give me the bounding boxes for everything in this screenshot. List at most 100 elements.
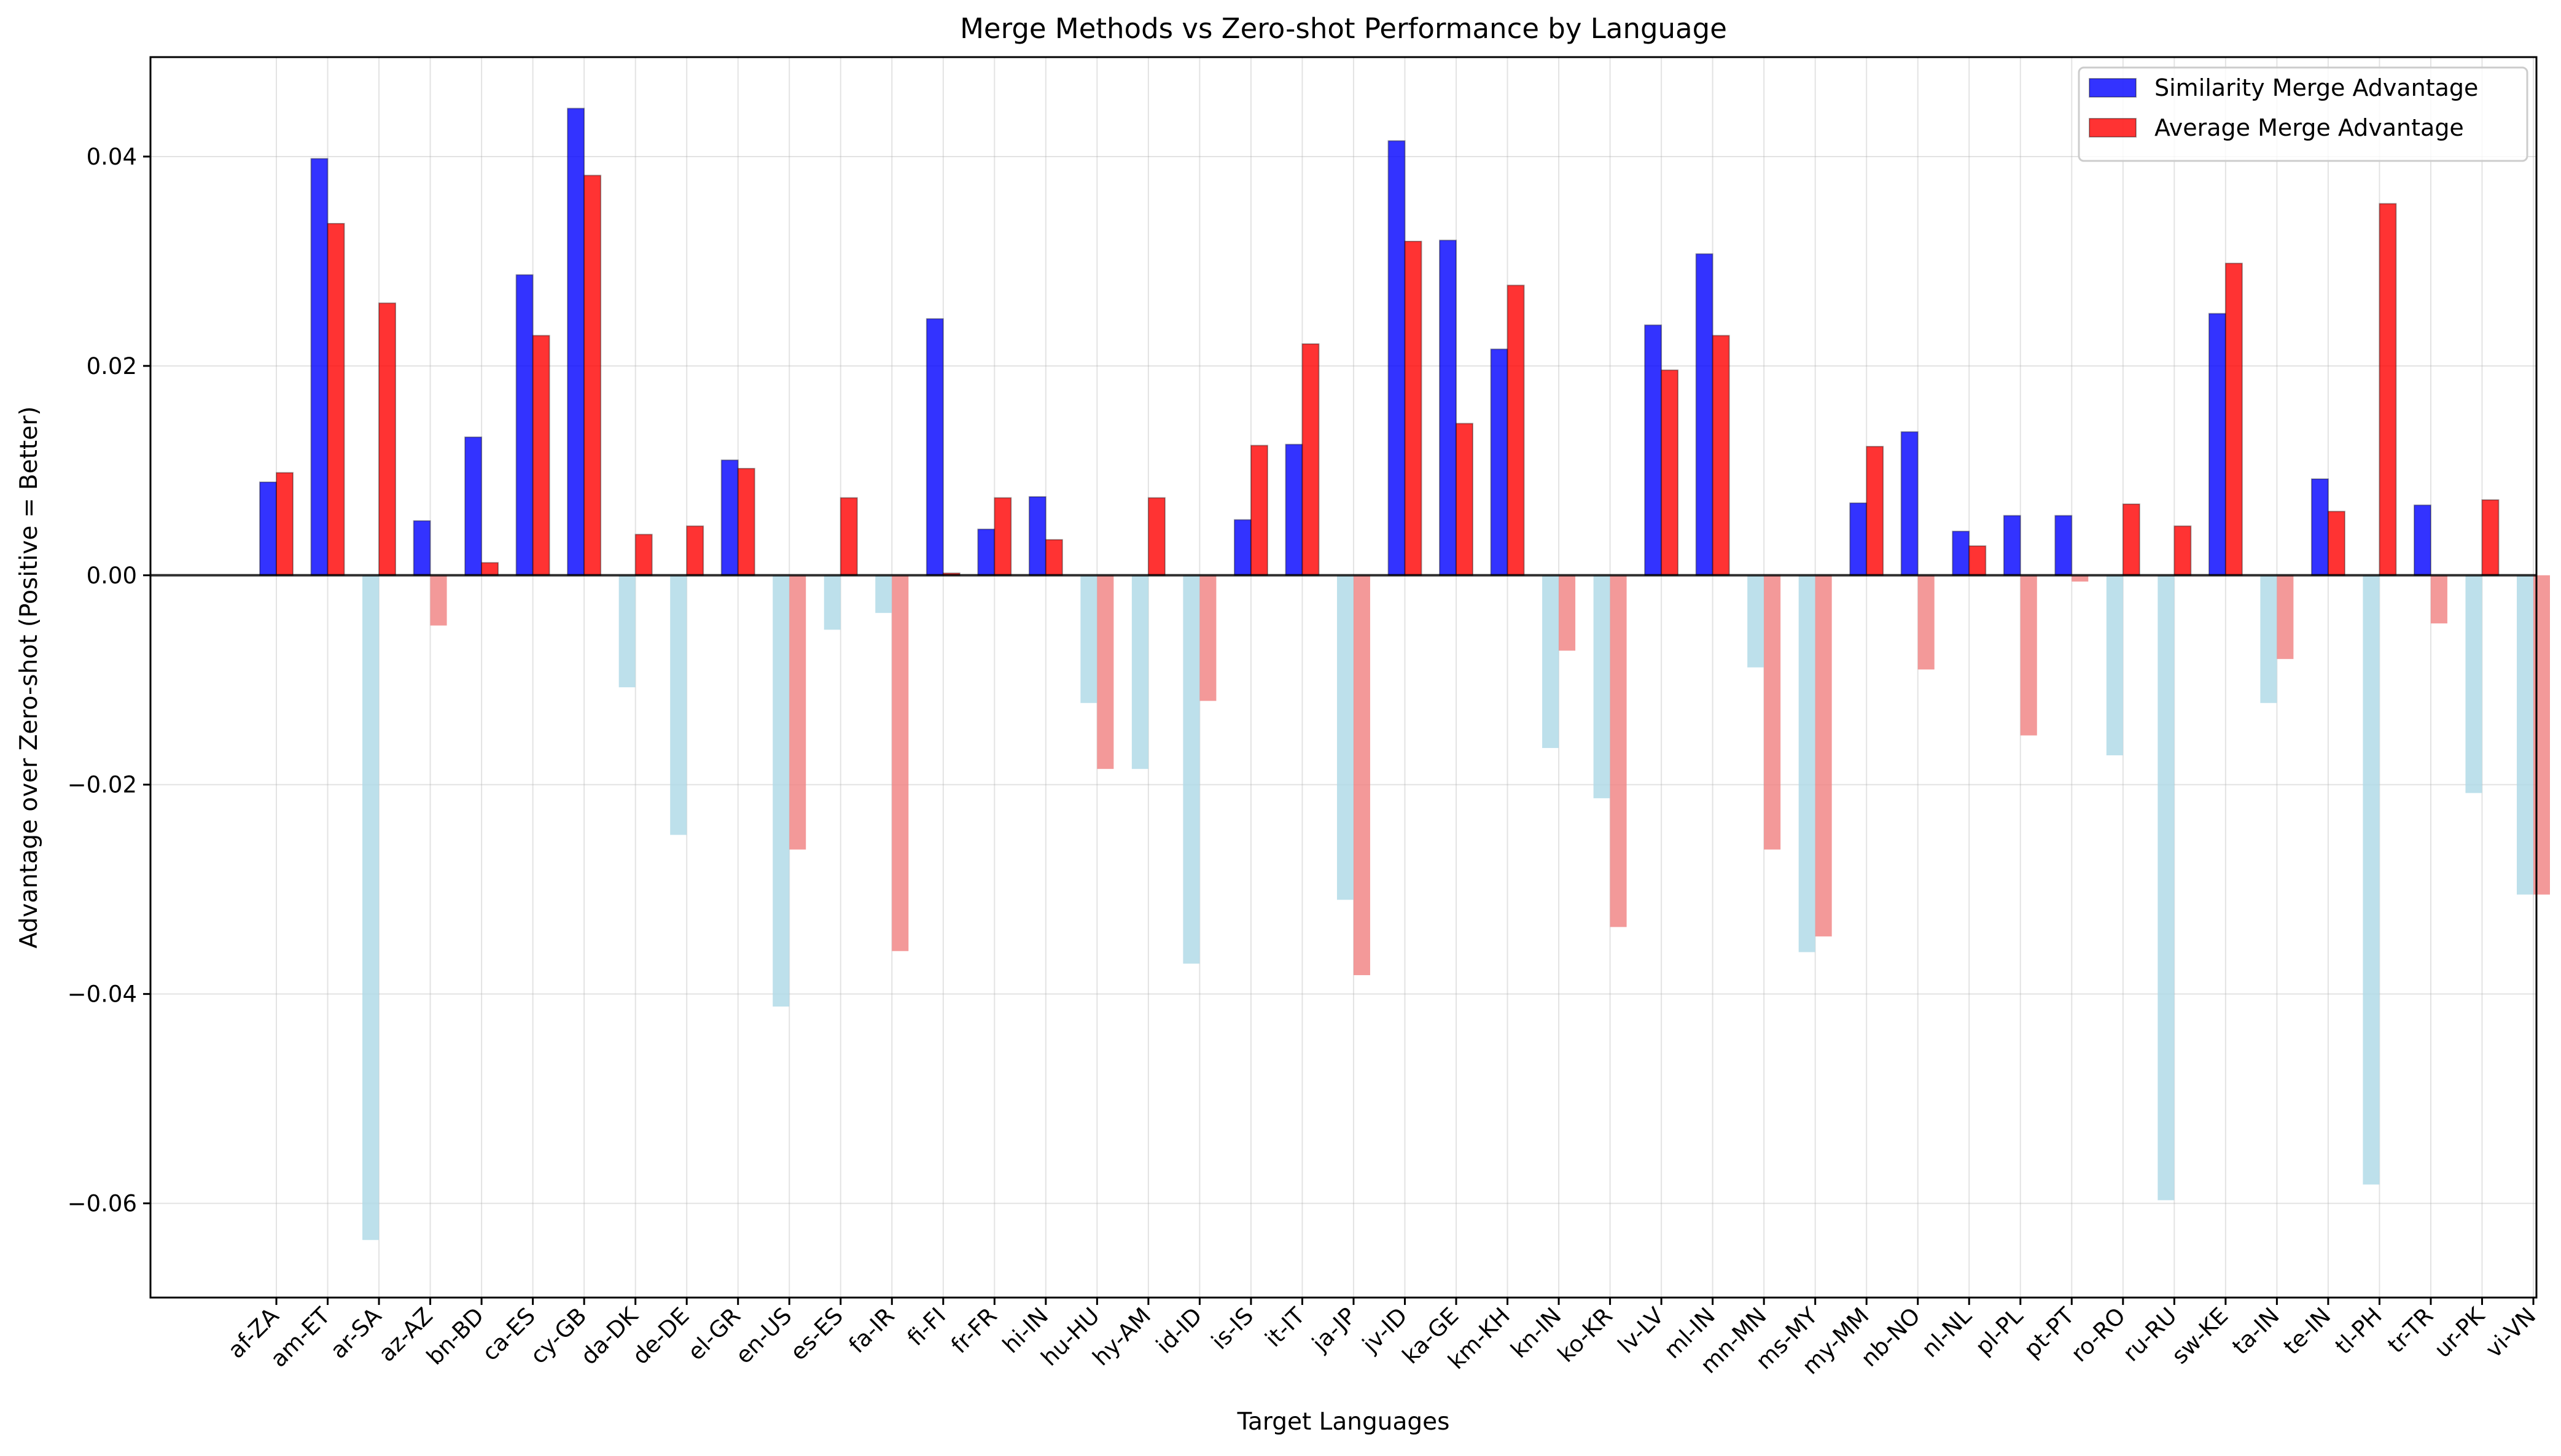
similarity-bar-mn-MN bbox=[1747, 575, 1764, 668]
chart-title: Merge Methods vs Zero-shot Performance b… bbox=[960, 12, 1727, 45]
y-axis-label: Advantage over Zero-shot (Positive = Bet… bbox=[15, 407, 43, 949]
similarity-bar-km-KH bbox=[1490, 348, 1508, 576]
average-bar-tl-PH bbox=[2379, 203, 2397, 576]
average-bar-sw-KE bbox=[2224, 262, 2243, 576]
average-bar-ur-PK bbox=[2481, 499, 2500, 576]
similarity-bar-ar-SA bbox=[362, 575, 380, 1240]
y-tick-label: −0.06 bbox=[68, 1191, 137, 1217]
average-bar-id-ID bbox=[1199, 575, 1217, 701]
average-bar-am-ET bbox=[327, 223, 345, 576]
similarity-bar-it-IT bbox=[1285, 443, 1303, 576]
average-bar-nl-NL bbox=[1968, 545, 1987, 576]
similarity-bar-kn-IN bbox=[1542, 575, 1559, 749]
similarity-bar-da-DK bbox=[618, 575, 636, 688]
average-bar-ko-KR bbox=[1610, 575, 1627, 927]
average-bar-es-ES bbox=[840, 497, 858, 576]
similarity-bar-ca-ES bbox=[515, 274, 534, 576]
average-bar-af-ZA bbox=[276, 472, 294, 576]
average-bar-hi-IN bbox=[1045, 539, 1063, 576]
legend-label-average: Average Merge Advantage bbox=[2154, 114, 2464, 141]
plot-frame bbox=[149, 56, 2538, 1299]
similarity-bar-bn-BD bbox=[464, 436, 483, 576]
average-bar-ru-RU bbox=[2173, 525, 2192, 576]
average-bar-kn-IN bbox=[1559, 575, 1576, 651]
legend-swatch-average bbox=[2089, 118, 2137, 138]
similarity-bar-te-IN bbox=[2310, 478, 2329, 576]
similarity-bar-ta-IN bbox=[2260, 575, 2277, 703]
average-bar-fr-FR bbox=[994, 497, 1012, 576]
similarity-bar-is-IS bbox=[1233, 519, 1252, 576]
average-bar-fa-IR bbox=[892, 575, 909, 951]
average-bar-ka-GE bbox=[1456, 422, 1474, 576]
similarity-bar-vi-VN bbox=[2517, 575, 2533, 895]
similarity-bar-jv-ID bbox=[1387, 140, 1406, 576]
average-bar-hu-HU bbox=[1097, 575, 1114, 769]
average-bar-ja-JP bbox=[1353, 575, 1370, 975]
average-bar-hy-AM bbox=[1147, 497, 1166, 576]
similarity-bar-cy-GB bbox=[567, 107, 585, 576]
similarity-bar-my-MM bbox=[1849, 502, 1868, 576]
average-bar-ta-IN bbox=[2277, 575, 2294, 660]
average-bar-it-IT bbox=[1301, 343, 1320, 576]
legend: Similarity Merge Advantage Average Merge… bbox=[2078, 66, 2528, 162]
similarity-bar-ja-JP bbox=[1336, 575, 1354, 900]
average-bar-my-MM bbox=[1866, 446, 1884, 576]
similarity-bar-fi-FI bbox=[926, 318, 944, 576]
similarity-bar-ur-PK bbox=[2465, 575, 2482, 793]
similarity-bar-fr-FR bbox=[977, 528, 996, 576]
similarity-bar-lv-LV bbox=[1644, 324, 1663, 576]
average-bar-is-IS bbox=[1250, 445, 1268, 576]
legend-swatch-similarity bbox=[2089, 78, 2137, 98]
y-tick-label: 0.04 bbox=[87, 144, 137, 170]
average-bar-pt-PT bbox=[2072, 575, 2089, 582]
average-bar-lv-LV bbox=[1661, 369, 1679, 576]
average-bar-ml-IN bbox=[1712, 335, 1730, 576]
average-bar-bn-BD bbox=[481, 562, 499, 576]
similarity-bar-ms-MY bbox=[1798, 575, 1815, 952]
similarity-bar-hi-IN bbox=[1028, 496, 1047, 576]
similarity-bar-hy-AM bbox=[1131, 575, 1148, 769]
similarity-bar-el-GR bbox=[720, 459, 739, 576]
average-bar-en-US bbox=[789, 575, 806, 850]
average-bar-az-AZ bbox=[430, 575, 447, 626]
average-bar-ca-ES bbox=[532, 335, 550, 576]
average-bar-cy-GB bbox=[583, 174, 602, 576]
similarity-bar-ko-KR bbox=[1593, 575, 1610, 798]
average-bar-da-DK bbox=[634, 534, 653, 576]
average-bar-tr-TR bbox=[2430, 575, 2447, 624]
average-bar-te-IN bbox=[2327, 510, 2345, 576]
similarity-bar-nb-NO bbox=[1900, 431, 1919, 576]
legend-box bbox=[2078, 66, 2528, 162]
similarity-bar-ka-GE bbox=[1439, 239, 1457, 576]
y-tick-label: −0.02 bbox=[68, 772, 137, 798]
similarity-bar-tl-PH bbox=[2363, 575, 2380, 1185]
average-bar-km-KH bbox=[1507, 284, 1525, 576]
average-bar-de-DE bbox=[686, 525, 704, 576]
similarity-bar-es-ES bbox=[824, 575, 841, 630]
similarity-bar-nl-NL bbox=[1952, 531, 1970, 576]
average-bar-mn-MN bbox=[1764, 575, 1781, 850]
y-tick-label: −0.04 bbox=[68, 981, 137, 1008]
similarity-bar-fa-IR bbox=[875, 575, 892, 613]
bars bbox=[259, 107, 2550, 1240]
average-bar-ms-MY bbox=[1815, 575, 1832, 936]
y-tick-label: 0.00 bbox=[87, 563, 137, 589]
similarity-bar-pt-PT bbox=[2054, 515, 2073, 576]
similarity-bar-ru-RU bbox=[2158, 575, 2175, 1201]
y-tick-label: 0.02 bbox=[87, 353, 137, 380]
similarity-bar-ro-RO bbox=[2106, 575, 2123, 755]
similarity-bar-pl-PL bbox=[2003, 515, 2021, 576]
average-bar-jv-ID bbox=[1404, 241, 1422, 576]
average-bar-nb-NO bbox=[1917, 575, 1935, 670]
similarity-bar-sw-KE bbox=[2208, 313, 2226, 576]
average-bar-ar-SA bbox=[378, 302, 397, 576]
similarity-bar-id-ID bbox=[1183, 575, 1200, 964]
average-bar-el-GR bbox=[737, 467, 755, 576]
similarity-bar-am-ET bbox=[310, 158, 329, 576]
similarity-bar-tr-TR bbox=[2413, 504, 2431, 576]
similarity-bar-ml-IN bbox=[1695, 253, 1713, 576]
similarity-bar-hu-HU bbox=[1080, 575, 1097, 703]
similarity-bar-af-ZA bbox=[259, 481, 277, 576]
